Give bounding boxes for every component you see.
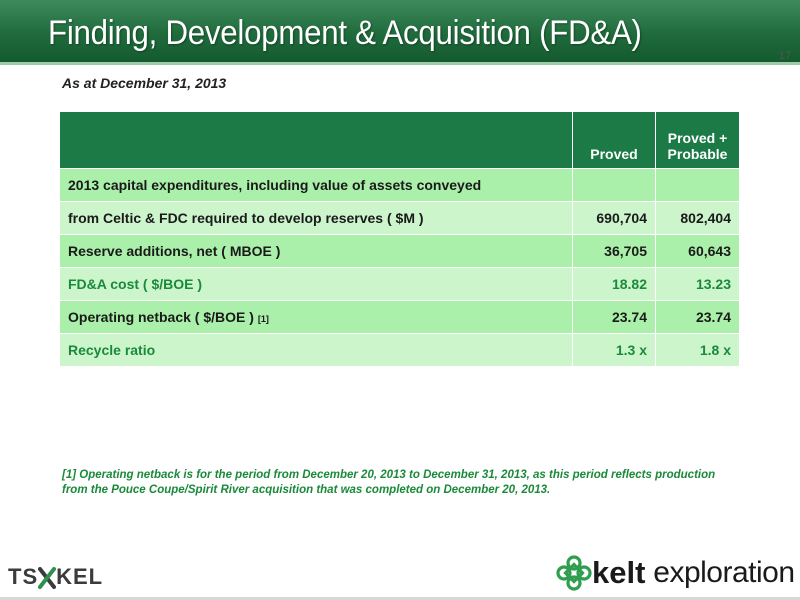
as-at-date: As at December 31, 2013 bbox=[62, 75, 227, 91]
proved-probable-value: 802,404 bbox=[656, 202, 740, 235]
proved-probable-value: 60,643 bbox=[656, 235, 740, 268]
proved-probable-value: 1.8 x bbox=[656, 334, 740, 367]
page-number: 17 bbox=[778, 50, 791, 62]
proved-probable-value bbox=[656, 169, 740, 202]
ticker-text: KEL bbox=[56, 564, 104, 589]
header-divider bbox=[0, 62, 800, 65]
column-header-line-2: Probable bbox=[667, 146, 728, 162]
kelt-exploration-logo: kelt exploration bbox=[556, 555, 795, 597]
header-blank-cell bbox=[60, 112, 573, 169]
column-header-proved: Proved bbox=[573, 112, 656, 169]
slide-title: Finding, Development & Acquisition (FD&A… bbox=[48, 14, 642, 52]
proved-value bbox=[573, 169, 656, 202]
tsx-kel-logo: TS KEL bbox=[8, 557, 103, 597]
proved-value: 36,705 bbox=[573, 235, 656, 268]
footnote: [1] Operating netback is for the period … bbox=[62, 469, 716, 496]
logo-word-exploration: exploration bbox=[645, 556, 795, 589]
table-header-row: Proved Proved + Probable bbox=[60, 112, 740, 169]
column-header-proved-probable: Proved + Probable bbox=[656, 112, 740, 169]
row-label: from Celtic & FDC required to develop re… bbox=[60, 202, 573, 235]
row-label: 2013 capital expenditures, including val… bbox=[60, 169, 573, 202]
proved-probable-value: 23.74 bbox=[656, 301, 740, 334]
table-row: Recycle ratio 1.3 x 1.8 x bbox=[60, 334, 740, 367]
row-label: Operating netback ( $/BOE ) [1] bbox=[60, 301, 573, 334]
table-row: 2013 capital expenditures, including val… bbox=[60, 169, 740, 202]
proved-value: 1.3 x bbox=[573, 334, 656, 367]
logo-word-kelt: kelt bbox=[592, 555, 646, 590]
table-row: FD&A cost ( $/BOE ) 18.82 13.23 bbox=[60, 268, 740, 301]
tsx-x-icon bbox=[38, 567, 57, 590]
proved-value: 23.74 bbox=[573, 301, 656, 334]
table-row: Operating netback ( $/BOE ) [1] 23.74 23… bbox=[60, 301, 740, 334]
footnote-ref: [1] bbox=[257, 314, 269, 324]
proved-probable-value: 13.23 bbox=[656, 268, 740, 301]
column-header-line-1: Proved + bbox=[667, 130, 728, 146]
row-label: Recycle ratio bbox=[60, 334, 573, 367]
proved-value: 690,704 bbox=[573, 202, 656, 235]
table-row: Reserve additions, net ( MBOE ) 36,705 6… bbox=[60, 235, 740, 268]
fda-table: Proved Proved + Probable 2013 capital exp… bbox=[60, 112, 740, 367]
proved-value: 18.82 bbox=[573, 268, 656, 301]
table-row: from Celtic & FDC required to develop re… bbox=[60, 202, 740, 235]
row-label: FD&A cost ( $/BOE ) bbox=[60, 268, 573, 301]
bottom-divider bbox=[0, 597, 800, 600]
header-banner: Finding, Development & Acquisition (FD&A… bbox=[0, 0, 800, 62]
row-label: Reserve additions, net ( MBOE ) bbox=[60, 235, 573, 268]
tsx-text: TS bbox=[8, 564, 39, 589]
celtic-knot-icon bbox=[556, 555, 592, 591]
row-label-text: Operating netback ( $/BOE ) bbox=[68, 309, 254, 325]
